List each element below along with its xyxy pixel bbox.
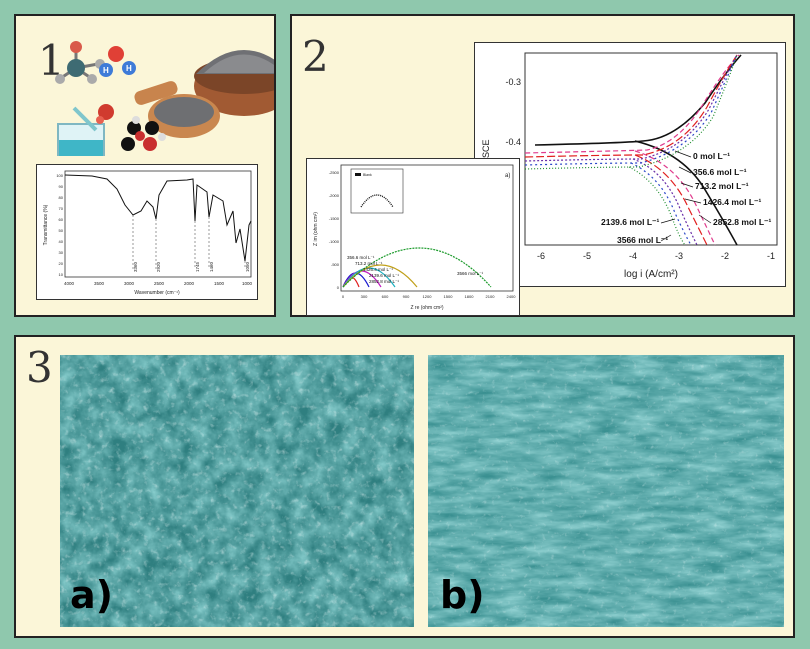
x-tick-label: -5 — [583, 251, 591, 261]
y-tick-label: 70 — [59, 206, 64, 211]
y-tick-label: -2500 — [329, 170, 340, 175]
series-label: 356.6 mol L⁻¹ — [693, 167, 747, 177]
y-tick-label: 10 — [59, 272, 64, 277]
series-label: 2852.8 mol L⁻¹ — [369, 279, 399, 284]
x-axis-label: log i (A/cm²) — [624, 269, 678, 280]
series-label: 713.2 mol L⁻¹ — [355, 261, 383, 266]
y-tick-label: -1000 — [329, 239, 340, 244]
x-tick-label: 1000 — [242, 281, 253, 286]
x-axis-label: Wavenumber (cm⁻¹) — [134, 290, 180, 296]
sem-image-b: b) — [428, 355, 784, 627]
nyquist-plot: a) Blank 356.6 mol L⁻¹ 713.2 mol L⁻¹ 142… — [306, 158, 520, 316]
y-tick-label: 90 — [59, 184, 64, 189]
y-tick-label: 60 — [59, 217, 64, 222]
x-tick-label: 4000 — [64, 281, 75, 286]
y-tick-label: -1500 — [329, 216, 340, 221]
series-label: 2139.6 mol L⁻¹ — [601, 217, 660, 227]
y-tick-label: 40 — [59, 239, 64, 244]
x-tick-label: -6 — [537, 251, 545, 261]
x-tick-label: 300 — [361, 294, 368, 299]
series-label: 2139.6 mol L⁻¹ — [369, 273, 399, 278]
panel-2: 2 — [290, 14, 795, 317]
chemistry-illustration: H H — [55, 41, 274, 156]
x-tick-label: -3 — [675, 251, 683, 261]
x-tick-label: 600 — [382, 294, 389, 299]
sem-image-a: a) — [60, 355, 414, 627]
panel-letter: a) — [505, 173, 510, 179]
sem-label-b: b) — [440, 573, 485, 617]
series-label: 3566 mol L⁻¹ — [457, 271, 484, 276]
y-tick-label: 80 — [59, 195, 64, 200]
y-tick-label: 0 — [337, 285, 340, 290]
molecule-icon — [55, 41, 105, 84]
y-tick-label: 20 — [59, 261, 64, 266]
sem-label-a: a) — [70, 573, 114, 617]
y-tick-label: 50 — [59, 228, 64, 233]
y-tick-label: -0.3 — [505, 77, 521, 87]
x-tick-label: 2100 — [486, 294, 496, 299]
x-tick-label: 1500 — [444, 294, 454, 299]
series-label: 2852.8 mol L⁻¹ — [713, 217, 772, 227]
x-tick-label: 1800 — [465, 294, 475, 299]
y-axis-label: V SCE — [481, 139, 491, 166]
x-axis-label: Z re (ohm cm²) — [410, 305, 443, 311]
series-label: 713.2 mol L⁻¹ — [695, 181, 749, 191]
y-axis-label: Z im (ohm cm²) — [313, 212, 319, 246]
ftir-svg: 3360 2920 1745 1460 1050 4000 3500 3000 … — [43, 170, 253, 296]
series-label: 1426.4 mol L⁻¹ — [363, 267, 393, 272]
x-tick-label: 900 — [403, 294, 410, 299]
x-tick-label: 2000 — [184, 281, 195, 286]
tafel-plot: 0 mol L⁻¹ 356.6 mol L⁻¹ 713.2 mol L⁻¹ 14… — [474, 42, 786, 287]
x-tick-label: -4 — [629, 251, 637, 261]
x-tick-label: 3500 — [94, 281, 105, 286]
x-tick-label: 0 — [342, 294, 345, 299]
beaker-icon — [57, 104, 114, 156]
inset-plot — [350, 168, 404, 214]
sem-texture-b — [428, 355, 784, 627]
x-tick-label: 1200 — [423, 294, 433, 299]
x-tick-label: -1 — [767, 251, 775, 261]
x-tick-label: 1500 — [214, 281, 225, 286]
tafel-svg: 0 mol L⁻¹ 356.6 mol L⁻¹ 713.2 mol L⁻¹ 14… — [481, 52, 778, 280]
series-label: 3566 mol L⁻¹ — [617, 235, 668, 245]
spoon-icon — [134, 81, 220, 138]
peak-label: 1745 — [195, 261, 200, 272]
powder-bowl-icon — [194, 50, 274, 116]
peak-label: 3360 — [133, 261, 138, 272]
peak-label: 1460 — [209, 261, 214, 272]
peak-label: 1050 — [245, 261, 250, 272]
panel-3: 3 a) — [14, 335, 795, 638]
y-tick-label: 100 — [56, 173, 63, 178]
series-label: 1426.4 mol L⁻¹ — [703, 197, 762, 207]
svg-text:H: H — [126, 64, 132, 73]
x-tick-label: 2500 — [154, 281, 165, 286]
sem-texture-a — [60, 355, 414, 627]
peak-label: 2920 — [156, 261, 161, 272]
series-label: 356.6 mol L⁻¹ — [347, 255, 375, 260]
ftir-spectrum-plot: 3360 2920 1745 1460 1050 4000 3500 3000 … — [36, 164, 258, 300]
series-label: 0 mol L⁻¹ — [693, 151, 730, 161]
y-axis-label: Transmittance (%) — [43, 204, 49, 245]
svg-text:H: H — [103, 66, 109, 75]
y-tick-label: -0.4 — [505, 137, 521, 147]
panel-3-number: 3 — [26, 343, 53, 392]
molecule-cluster-icon — [121, 116, 166, 151]
x-tick-label: -2 — [721, 251, 729, 261]
x-tick-label: 2400 — [507, 294, 517, 299]
water-molecule-icon: H H — [99, 46, 136, 77]
panel-2-number: 2 — [302, 32, 329, 81]
y-tick-label: -500 — [331, 262, 340, 267]
inset-legend: Blank — [363, 173, 372, 177]
panel-1: 1 H H — [14, 14, 276, 317]
x-tick-label: 3000 — [124, 281, 135, 286]
nyquist-svg: a) Blank 356.6 mol L⁻¹ 713.2 mol L⁻¹ 142… — [313, 164, 517, 311]
y-tick-label: 30 — [59, 250, 64, 255]
y-tick-label: -2000 — [329, 193, 340, 198]
